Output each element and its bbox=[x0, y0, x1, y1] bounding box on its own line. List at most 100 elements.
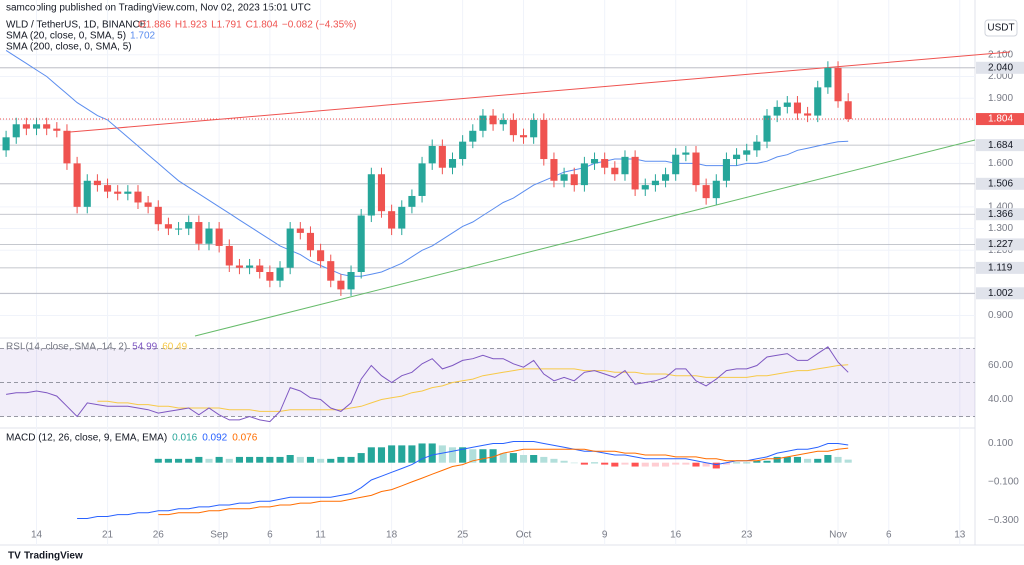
candle-body bbox=[763, 115, 771, 142]
candle-body bbox=[743, 150, 751, 155]
symbol: WLD / TetherUS, 1D, BINANCE bbox=[6, 20, 147, 31]
x-tick-label: 23 bbox=[741, 530, 753, 541]
level-label-box bbox=[976, 177, 1024, 190]
macd-line bbox=[158, 447, 849, 516]
candle-body bbox=[266, 272, 274, 281]
candle-body bbox=[540, 119, 548, 160]
x-tick-label: 26 bbox=[153, 530, 165, 541]
logo-mark: TV bbox=[8, 551, 21, 562]
x-tick-label: 11 bbox=[315, 530, 326, 541]
support-trendline bbox=[194, 139, 976, 337]
y-tick-label: 1.900 bbox=[988, 93, 1013, 104]
candle-body bbox=[824, 67, 832, 88]
x-tick-label: 16 bbox=[670, 530, 682, 541]
y-tick-label: 2.000 bbox=[988, 71, 1013, 82]
level-label: 1.002 bbox=[988, 288, 1013, 299]
macd-histogram-bar bbox=[682, 462, 690, 465]
candle-body bbox=[154, 206, 162, 225]
macd-histogram-bar bbox=[489, 449, 497, 463]
macd-histogram-bar bbox=[398, 445, 406, 463]
macd-histogram-bar bbox=[743, 462, 751, 464]
candle-body bbox=[580, 163, 588, 186]
macd-histogram-bar bbox=[631, 462, 639, 467]
sma-legend: SMA (20, close, 0, SMA, 5) bbox=[6, 31, 126, 42]
rsi-legend-value: 54.99 bbox=[132, 342, 157, 353]
candle-body bbox=[631, 156, 639, 190]
candle-body bbox=[103, 185, 112, 192]
candle-body bbox=[448, 159, 457, 168]
macd-histogram-bar bbox=[550, 458, 558, 463]
x-tick-label: 13 bbox=[954, 530, 966, 541]
macd-histogram-bar bbox=[773, 456, 781, 463]
macd-histogram-bar bbox=[641, 462, 649, 467]
macd-legend: MACD (12, 26, close, 9, EMA, EMA) bbox=[6, 433, 167, 444]
sma-legend-value: 1.702 bbox=[130, 31, 155, 42]
macd-histogram-bar bbox=[763, 460, 771, 463]
y-tick-label: 2.100 bbox=[988, 49, 1013, 60]
level-label-box bbox=[976, 61, 1024, 74]
macd-histogram-bar bbox=[702, 462, 710, 467]
rsi-line bbox=[6, 346, 849, 423]
sma-line bbox=[5, 49, 849, 277]
candle-body bbox=[215, 228, 223, 246]
macd-histogram-bar bbox=[499, 453, 507, 463]
resistance-trendline bbox=[69, 51, 1011, 133]
currency[interactable]: USDT bbox=[987, 23, 1014, 34]
macd-histogram-bar bbox=[601, 462, 609, 465]
candle-body bbox=[783, 102, 791, 107]
macd-histogram-bar bbox=[722, 462, 730, 465]
candle-body bbox=[73, 163, 81, 207]
candle-body bbox=[702, 185, 710, 199]
macd-histogram-bar bbox=[479, 449, 487, 463]
macd-histogram-bar bbox=[580, 462, 588, 465]
candle-body bbox=[388, 211, 396, 229]
macd-tick-label: 0.100 bbox=[988, 438, 1013, 449]
macd-histogram-bar bbox=[357, 453, 365, 463]
candle-body bbox=[560, 174, 568, 181]
candle-body bbox=[32, 124, 41, 129]
macd-histogram-bar bbox=[651, 462, 659, 467]
candle-body bbox=[641, 185, 649, 190]
macd-histogram-bar bbox=[215, 456, 223, 463]
candle-body bbox=[519, 135, 528, 138]
macd-tick-label: −0.100 bbox=[988, 477, 1019, 488]
macd-histogram-bar bbox=[235, 456, 243, 463]
macd-histogram-bar bbox=[195, 456, 203, 463]
footer: TradingView bbox=[24, 551, 83, 562]
candle-body bbox=[317, 250, 325, 262]
macd-histogram-bar bbox=[753, 460, 761, 463]
candle-body bbox=[722, 159, 730, 181]
macd-histogram-bar bbox=[337, 456, 345, 463]
macd-histogram-bar bbox=[570, 462, 578, 464]
macd-histogram-bar bbox=[205, 458, 213, 463]
macd-histogram-bar bbox=[175, 458, 183, 463]
macd-histogram-bar bbox=[367, 447, 375, 463]
candle-body bbox=[124, 191, 132, 194]
candle-body bbox=[793, 102, 802, 114]
macd-histogram-bar bbox=[418, 443, 426, 463]
candle-body bbox=[205, 228, 213, 244]
candle-body bbox=[844, 101, 852, 120]
rsi-tick-label: 60.00 bbox=[988, 360, 1013, 371]
y-tick-label: 1.200 bbox=[988, 245, 1013, 256]
candle-body bbox=[651, 180, 659, 186]
candle-body bbox=[367, 174, 375, 216]
candle-body bbox=[408, 195, 416, 207]
candle-body bbox=[712, 180, 720, 199]
currency-box[interactable] bbox=[984, 19, 1018, 37]
macd-histogram-bar bbox=[317, 458, 325, 463]
candle-body bbox=[235, 265, 243, 268]
rsi-tick-label: 40.00 bbox=[988, 394, 1013, 405]
x-tick-label: Oct bbox=[516, 530, 532, 541]
candle-body bbox=[418, 163, 426, 196]
macd-histogram-bar bbox=[448, 447, 457, 463]
last-price-label: 1.804 bbox=[988, 114, 1013, 125]
candle-body bbox=[347, 272, 355, 290]
sma-legend: SMA (200, close, 0, SMA, 5) bbox=[6, 42, 132, 53]
macd-histogram-bar bbox=[793, 456, 802, 463]
ohlc-value: O1.886 bbox=[138, 20, 171, 31]
candle-body bbox=[428, 146, 436, 164]
macd-histogram-bar bbox=[712, 462, 720, 469]
candle-body bbox=[479, 115, 487, 131]
